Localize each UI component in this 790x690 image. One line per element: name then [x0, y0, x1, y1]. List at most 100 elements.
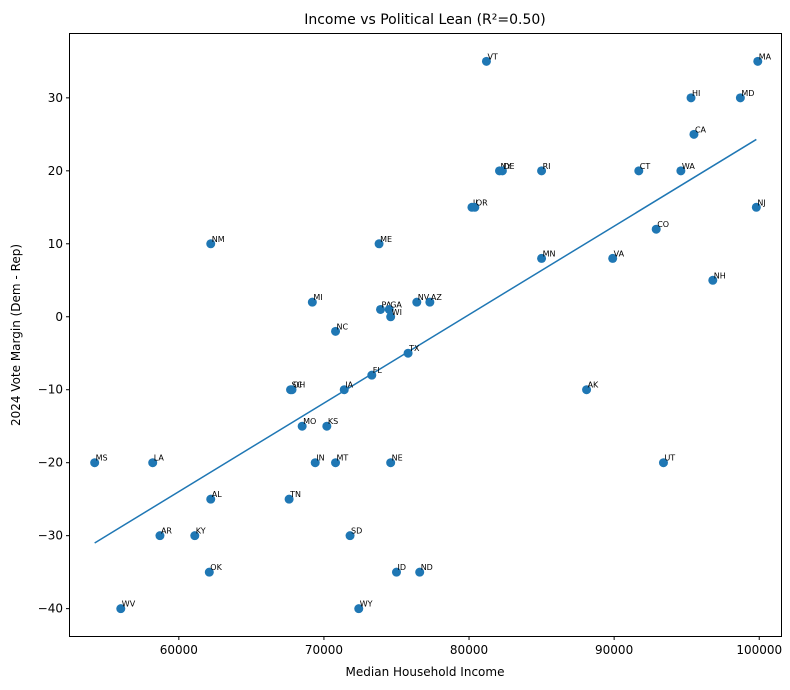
data-point-pa	[376, 304, 386, 314]
point-label-nd: ND	[421, 563, 433, 572]
point-label-vt: VT	[487, 52, 497, 61]
point-label-ri: RI	[543, 162, 551, 171]
data-point-mn	[537, 253, 547, 263]
y-tick-label: −20	[38, 456, 63, 470]
data-point-tn	[284, 494, 294, 504]
point-label-wv: WV	[122, 600, 136, 609]
data-point-oh	[287, 385, 297, 395]
data-point-al	[206, 494, 216, 504]
point-label-il: IL	[473, 198, 480, 207]
data-point-mt	[331, 458, 341, 468]
data-point-wi	[386, 312, 396, 322]
data-point-ma	[753, 56, 763, 66]
point-label-ca: CA	[695, 125, 707, 134]
point-label-ky: KY	[196, 527, 206, 536]
x-tick-label: 80000	[450, 643, 488, 657]
y-tick-label: −40	[38, 602, 63, 616]
point-label-or: OR	[476, 198, 488, 207]
point-label-mi: MI	[313, 293, 322, 302]
y-tick-label: −30	[38, 529, 63, 543]
point-label-va: VA	[614, 249, 625, 258]
point-label-de: DE	[503, 162, 514, 171]
data-point-wy	[354, 604, 364, 614]
point-label-nm: NM	[212, 235, 225, 244]
point-label-ne: NE	[392, 454, 403, 463]
data-point-fl	[367, 370, 377, 380]
point-label-wi: WI	[392, 308, 402, 317]
data-point-ut	[658, 458, 668, 468]
data-point-nd	[415, 567, 425, 577]
chart-title: Income vs Political Lean (R²=0.50)	[304, 12, 546, 28]
data-point-ak	[582, 385, 592, 395]
data-point-nj	[751, 202, 761, 212]
data-point-in	[310, 458, 320, 468]
plot-frame	[69, 33, 782, 637]
data-point-md	[735, 93, 745, 103]
data-point-ia	[339, 385, 349, 395]
data-point-nv	[412, 297, 422, 307]
point-label-ms: MS	[96, 454, 108, 463]
point-label-md: MD	[741, 89, 754, 98]
data-point-de	[497, 166, 507, 176]
data-point-ne	[386, 458, 396, 468]
data-point-ri	[537, 166, 547, 176]
point-label-la: LA	[154, 454, 165, 463]
point-label-ct: CT	[640, 162, 651, 171]
data-point-wv	[116, 604, 126, 614]
point-label-me: ME	[380, 235, 392, 244]
y-axis: −40 −30 −20 −10 0 10 20 30	[38, 91, 70, 616]
y-tick-label: 10	[48, 237, 63, 251]
data-point-nh	[708, 275, 718, 285]
point-label-sc: SC	[292, 381, 303, 390]
point-label-co: CO	[657, 220, 669, 229]
point-label-in: IN	[316, 454, 324, 463]
y-tick-label: −10	[38, 383, 63, 397]
data-point-hi	[686, 93, 696, 103]
point-label-al: AL	[212, 490, 222, 499]
point-label-sd: SD	[351, 527, 362, 536]
point-label-hi: HI	[692, 89, 700, 98]
data-point-nm	[206, 239, 216, 249]
point-label-id: ID	[397, 563, 406, 572]
data-point-az	[425, 297, 435, 307]
data-point-ms	[90, 458, 100, 468]
data-point-ky	[190, 531, 200, 541]
x-tick-label: 100000	[736, 643, 782, 657]
point-label-ok: OK	[210, 563, 222, 572]
point-label-tn: TN	[289, 490, 301, 499]
x-tick-label: 60000	[160, 643, 198, 657]
point-label-az: AZ	[431, 293, 442, 302]
data-point-la	[148, 458, 158, 468]
data-point-ok	[204, 567, 214, 577]
data-point-ct	[634, 166, 644, 176]
x-axis: 60000 70000 80000 90000 100000	[160, 636, 782, 657]
data-point-va	[608, 253, 618, 263]
point-label-fl: FL	[373, 366, 383, 375]
y-tick-label: 0	[55, 310, 63, 324]
x-tick-label: 70000	[305, 643, 343, 657]
point-label-nj: NJ	[757, 198, 765, 207]
data-point-ks	[322, 421, 332, 431]
data-point-vt	[481, 56, 491, 66]
point-label-mt: MT	[337, 454, 349, 463]
data-point-ga	[384, 304, 394, 314]
data-point-nc	[331, 326, 341, 336]
data-point-id	[391, 567, 401, 577]
data-point-tx	[403, 348, 413, 358]
data-point-mo	[297, 421, 307, 431]
data-point-wa	[676, 166, 686, 176]
data-point-mi	[307, 297, 317, 307]
y-tick-label: 20	[48, 164, 63, 178]
x-tick-label: 90000	[595, 643, 633, 657]
point-label-nh: NH	[714, 271, 726, 280]
point-label-oh: OH	[293, 381, 305, 390]
point-label-ny: NY	[501, 162, 512, 171]
point-label-ut: UT	[664, 454, 675, 463]
x-axis-title: Median Household Income	[346, 665, 505, 679]
data-point-sd	[345, 531, 355, 541]
data-point-or	[470, 202, 480, 212]
point-label-mn: MN	[543, 249, 556, 258]
